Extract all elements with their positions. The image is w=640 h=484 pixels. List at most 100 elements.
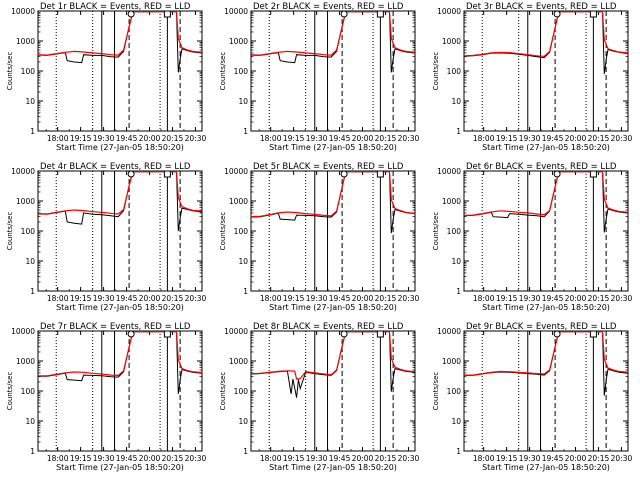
marker-lines xyxy=(55,331,181,451)
x-tick-label: 20:30 xyxy=(398,134,420,143)
x-tick-label: 20:15 xyxy=(588,294,610,303)
x-tick-label: 18:00 xyxy=(473,134,495,143)
panel-4: Det 4r BLACK = Events, RED = LLD 1 10 100 10… xyxy=(6,162,206,312)
x-tick-label: 19:45 xyxy=(116,454,138,463)
x-tick-label: 18:00 xyxy=(47,134,69,143)
marker-lines xyxy=(481,331,607,451)
y-tick-label: 10000 xyxy=(224,167,248,176)
saa-square-marker xyxy=(589,10,597,18)
x-tick-label: 19:45 xyxy=(542,454,564,463)
y-tick-label: 10 xyxy=(451,257,461,266)
y-tick-label: 10000 xyxy=(11,327,35,336)
x-tick-label: 18:00 xyxy=(260,454,282,463)
series-line-lld xyxy=(251,11,415,56)
x-tick-label: 20:30 xyxy=(611,134,633,143)
x-tick-label: 20:30 xyxy=(185,134,207,143)
y-tick-label: 10 xyxy=(25,97,35,106)
x-tick-label: 20:15 xyxy=(375,294,397,303)
y-tick-label: 1 xyxy=(456,447,461,456)
y-tick-label: 10000 xyxy=(437,327,461,336)
x-axis-label: Start Time (27-Jan-05 18:50:20) xyxy=(269,463,397,472)
y-tick-label: 1000 xyxy=(16,37,35,46)
x-tick-label: 18:00 xyxy=(260,294,282,303)
x-tick-label: 19:15 xyxy=(70,134,92,143)
panel-8: Det 8r BLACK = Events, RED = LLD 1 10 100 10… xyxy=(219,322,419,472)
panel-title: Det 4r BLACK = Events, RED = LLD xyxy=(40,162,191,172)
series-line-events xyxy=(38,171,202,232)
top-markers xyxy=(127,330,171,338)
x-tick-label: 20:30 xyxy=(611,294,633,303)
saa-square-marker xyxy=(163,330,171,338)
saa-circle-marker xyxy=(127,10,135,18)
saa-circle-marker xyxy=(340,170,348,178)
y-tick-label: 1000 xyxy=(16,357,35,366)
panel-title: Det 6r BLACK = Events, RED = LLD xyxy=(466,162,617,172)
x-tick-label: 19:30 xyxy=(306,454,328,463)
y-tick-label: 10 xyxy=(451,97,461,106)
saa-square-marker xyxy=(589,170,597,178)
x-tick-label: 19:15 xyxy=(283,294,305,303)
y-tick-label: 10000 xyxy=(224,327,248,336)
y-tick-label: 100 xyxy=(234,67,249,76)
y-tick-label: 10000 xyxy=(437,167,461,176)
marker-lines xyxy=(268,11,394,131)
y-axis-label: Counts/sec xyxy=(6,212,14,251)
series-line-lld xyxy=(251,331,415,380)
panel-title: Det 8r BLACK = Events, RED = LLD xyxy=(253,322,404,332)
x-tick-label: 20:15 xyxy=(588,454,610,463)
series-group xyxy=(251,331,415,398)
x-tick-label: 19:15 xyxy=(283,134,305,143)
y-tick-label: 1 xyxy=(243,127,248,136)
series-line-lld xyxy=(38,331,202,377)
x-tick-label: 18:00 xyxy=(47,454,69,463)
panel-title: Det 5r BLACK = Events, RED = LLD xyxy=(253,162,404,172)
y-tick-label: 100 xyxy=(234,227,249,236)
saa-square-marker xyxy=(589,330,597,338)
y-tick-label: 100 xyxy=(447,67,462,76)
y-axis-label: Counts/sec xyxy=(432,212,440,251)
panel-title: Det 7r BLACK = Events, RED = LLD xyxy=(40,322,191,332)
x-tick-label: 20:00 xyxy=(352,134,374,143)
x-tick-label: 19:45 xyxy=(329,134,351,143)
x-tick-label: 20:00 xyxy=(565,454,587,463)
y-tick-label: 10000 xyxy=(11,167,35,176)
panel-9: Det 9r BLACK = Events, RED = LLD 1 10 100 10… xyxy=(432,322,632,472)
series-line-lld xyxy=(38,171,202,215)
top-markers xyxy=(553,10,597,18)
x-tick-label: 19:30 xyxy=(519,454,541,463)
y-axis-label: Counts/sec xyxy=(432,52,440,91)
marker-lines xyxy=(268,171,394,291)
x-tick-label: 20:00 xyxy=(352,454,374,463)
marker-lines xyxy=(481,171,607,291)
marker-lines xyxy=(55,171,181,291)
y-tick-label: 10000 xyxy=(224,7,248,16)
x-tick-label: 20:15 xyxy=(588,134,610,143)
y-tick-label: 1 xyxy=(243,447,248,456)
series-group xyxy=(251,11,415,73)
x-tick-label: 19:15 xyxy=(496,134,518,143)
y-axis-label: Counts/sec xyxy=(432,372,440,411)
x-tick-label: 19:45 xyxy=(329,294,351,303)
y-tick-label: 1 xyxy=(30,447,35,456)
panel-title: Det 1r BLACK = Events, RED = LLD xyxy=(40,2,191,12)
series-line-lld xyxy=(464,331,628,376)
saa-circle-marker xyxy=(553,330,561,338)
y-tick-label: 100 xyxy=(21,387,36,396)
top-markers xyxy=(340,170,384,178)
x-tick-label: 19:30 xyxy=(519,134,541,143)
series-group xyxy=(38,11,202,73)
saa-circle-marker xyxy=(340,330,348,338)
panel-6: Det 6r BLACK = Events, RED = LLD 1 10 100 10… xyxy=(432,162,632,312)
y-tick-label: 10 xyxy=(238,417,248,426)
series-group xyxy=(38,171,202,232)
x-axis-label: Start Time (27-Jan-05 18:50:20) xyxy=(482,463,610,472)
x-axis-label: Start Time (27-Jan-05 18:50:20) xyxy=(482,143,610,152)
x-tick-label: 19:15 xyxy=(496,294,518,303)
top-markers xyxy=(340,330,384,338)
y-tick-label: 10 xyxy=(238,257,248,266)
y-tick-label: 1000 xyxy=(442,37,461,46)
x-tick-label: 20:00 xyxy=(139,454,161,463)
x-axis-label: Start Time (27-Jan-05 18:50:20) xyxy=(269,143,397,152)
marker-lines xyxy=(268,331,394,451)
y-tick-label: 10000 xyxy=(11,7,35,16)
